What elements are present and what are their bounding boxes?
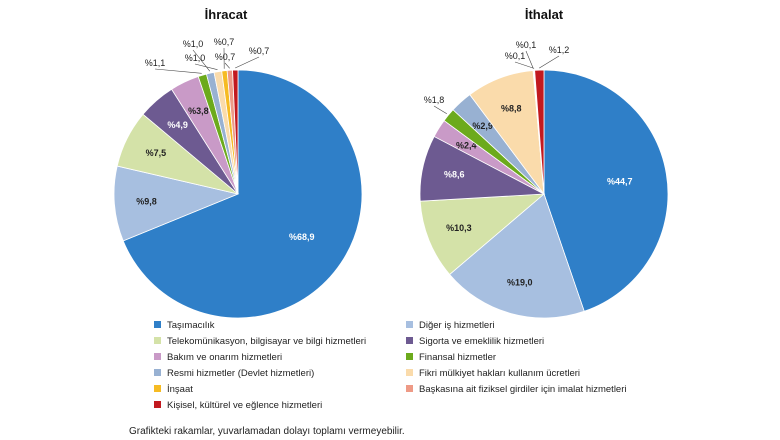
pie-slice [543,69,669,312]
ithalat-title: İthalat [525,7,564,22]
slice-label: %44,7 [607,176,633,186]
leader-line [525,50,534,69]
legend-swatch [154,369,161,376]
pie-slice [419,193,546,276]
pie-slice [122,69,363,319]
legend-swatch [154,401,161,408]
legend-item-finansal: Finansal hizmetler [406,352,496,364]
leader-line [514,61,535,69]
legend-label: Resmi hizmetler (Devlet hizmetleri) [167,368,315,379]
legend-item-imalat: Başkasına ait fiziksel girdiler için ima… [406,384,627,396]
slice-label: %2,4 [456,140,477,150]
legend-label: Telekomünikasyon, bilgisayar ve bilgi hi… [167,336,367,347]
slice-label: %1,1 [145,58,166,68]
slice-label: %1,0 [183,39,204,49]
legend-swatch [154,353,161,360]
legend-item-kisisel: Kişisel, kültürel ve eğlence hizmetleri [154,400,322,412]
legend-label: Kişisel, kültürel ve eğlence hizmetleri [167,400,323,411]
slice-label: %0,7 [249,46,270,56]
legend-swatch [406,337,413,344]
slice-label: %1,2 [549,45,570,55]
legend-label: Başkasına ait fiziksel girdiler için ima… [419,384,627,395]
pie-slice [232,69,239,195]
leader-line [194,63,218,70]
legend-item-diger-is: Diğer iş hizmetleri [406,320,495,332]
slice-label: %68,9 [289,232,315,242]
pie-slice [449,193,585,319]
slice-label: %1,8 [424,95,445,105]
pie-slice [534,69,545,195]
ihracat-pie: %68,9 %9,8 %7,5 %4,9%3,8 %1,1 %1,0 %1,0 %0,7 %0,… [113,37,363,319]
charts-canvas: İhracat İthalat %68,9 %9,8 %7,5 %4,9%3,8 %1,… [113,7,669,319]
slice-label: %9,8 [136,196,157,206]
leader-line [192,49,211,72]
slice-label: %0,7 [215,52,236,62]
leader-line [539,55,560,69]
slice-label: %8,8 [501,103,522,113]
slice-label: %10,3 [446,223,472,233]
legend-label: Diğer iş hizmetleri [419,320,495,331]
ithalat-pie: %44,7 %19,0 %10,3 %8,6 %2,4 %1,8 %2,9 %8,8 %0,1%… [419,40,669,319]
legend-label: Sigorta ve emeklilik hizmetleri [419,336,545,347]
legend-swatch [154,321,161,328]
slice-label: %2,9 [472,121,493,131]
legend-swatch [154,337,161,344]
legend-item-insaat: İnşaat [154,384,193,396]
slice-label: %7,5 [146,148,167,158]
legend-swatch [406,353,413,360]
slice-label: %19,0 [507,278,533,288]
slice-label: %0,1 [505,51,526,61]
leader-line [433,105,447,115]
legend-label: Finansal hizmetler [419,352,497,363]
legend-item-telekom: Telekomünikasyon, bilgisayar ve bilgi hi… [154,336,366,348]
slice-label: %4,9 [167,120,188,130]
legend-item-tasimacilik: Taşımacılık [154,320,215,332]
slice-label: %8,6 [444,170,465,180]
ihracat-title: İhracat [205,7,248,22]
leader-line [224,62,230,69]
footnote: Grafikteki rakamlar, yuvarlamadan dolayı… [129,426,405,437]
legend-label: Taşımacılık [167,320,215,331]
legend-item-sigorta: Sigorta ve emeklilik hizmetleri [406,336,544,348]
legend-label: Fikri mülkiyet hakları kullanım ücretler… [419,368,581,379]
legend-swatch [406,321,413,328]
legend-swatch [406,369,413,376]
legend-swatch [154,385,161,392]
legend-item-resmi: Resmi hizmetler (Devlet hizmetleri) [154,368,314,380]
legend-swatch [406,385,413,392]
slice-label: %0,1 [516,40,537,50]
legend-item-bakim: Bakım ve onarım hizmetleri [154,352,282,364]
legend-item-fikri: Fikri mülkiyet hakları kullanım ücretler… [406,368,580,380]
leader-line [235,56,260,69]
slice-label: %1,0 [185,53,206,63]
legend-label: İnşaat [167,384,193,395]
slice-label: %3,8 [188,106,209,116]
leader-line [154,68,202,74]
slice-label: %0,7 [214,37,235,47]
legend-label: Bakım ve onarım hizmetleri [167,352,283,363]
pie-slice [113,165,240,242]
